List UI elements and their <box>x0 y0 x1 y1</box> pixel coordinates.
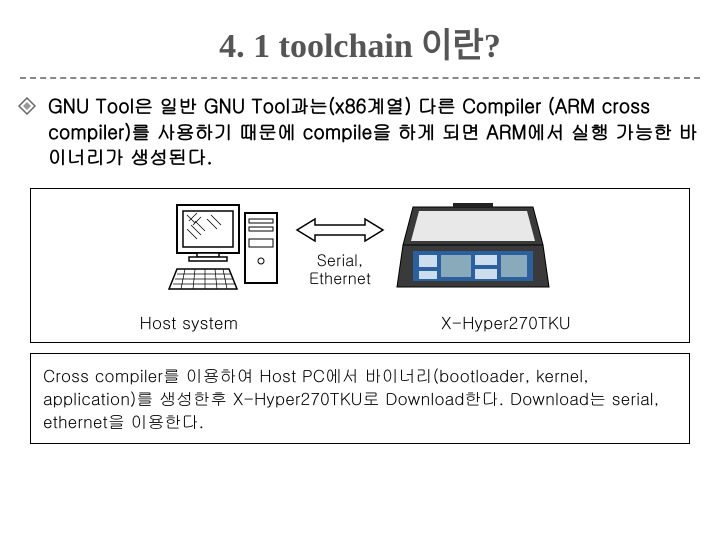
host-label: Host system <box>43 310 335 334</box>
diagram-row: Serial, Ethernet <box>43 199 677 304</box>
host-computer-icon <box>167 199 287 304</box>
description-box: Cross compiler를 이용하여 Host PC에서 바이너리(boot… <box>30 353 690 444</box>
diamond-bullet-icon <box>18 97 36 115</box>
divider <box>20 77 700 79</box>
main-body-text: GNU Tool은 일반 GNU Tool과는(x86계열) 다른 Compil… <box>48 93 702 170</box>
diagram-container: Serial, Ethernet H <box>30 188 690 343</box>
connection-column: Serial, Ethernet <box>295 216 385 288</box>
double-arrow-icon <box>295 216 385 249</box>
device-label: X-Hyper270TKU <box>335 310 677 334</box>
bullet-paragraph: GNU Tool은 일반 GNU Tool과는(x86계열) 다른 Compil… <box>0 93 720 182</box>
device-briefcase-icon <box>393 201 553 302</box>
slide-title: 4. 1 toolchain 이란? <box>0 0 720 75</box>
connection-label: Serial, Ethernet <box>309 251 371 288</box>
conn-line2: Ethernet <box>309 266 371 289</box>
diagram-labels: Host system X-Hyper270TKU <box>43 310 677 334</box>
